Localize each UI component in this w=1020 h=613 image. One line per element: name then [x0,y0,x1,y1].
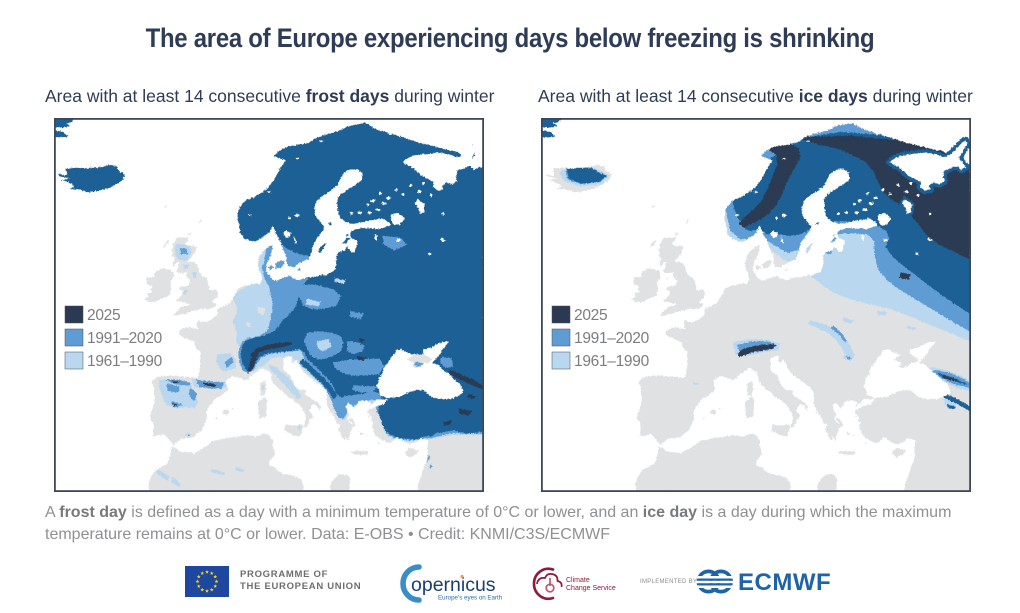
svg-text:ECMWF: ECMWF [738,569,831,595]
svg-text:1961–1990: 1961–1990 [87,353,163,370]
svg-text:Climate: Climate [566,577,590,584]
svg-text:2025: 2025 [87,307,120,324]
svg-text:Europe’s eyes on Earth: Europe’s eyes on Earth [438,595,503,602]
svg-text:1961–1990: 1961–1990 [574,353,650,370]
svg-text:1991–2020: 1991–2020 [574,330,650,347]
svg-text:Change Service: Change Service [566,585,616,592]
svg-text:opernicus: opernicus [411,574,496,596]
svg-text:1991–2020: 1991–2020 [87,330,163,347]
svg-text:2025: 2025 [574,307,607,324]
